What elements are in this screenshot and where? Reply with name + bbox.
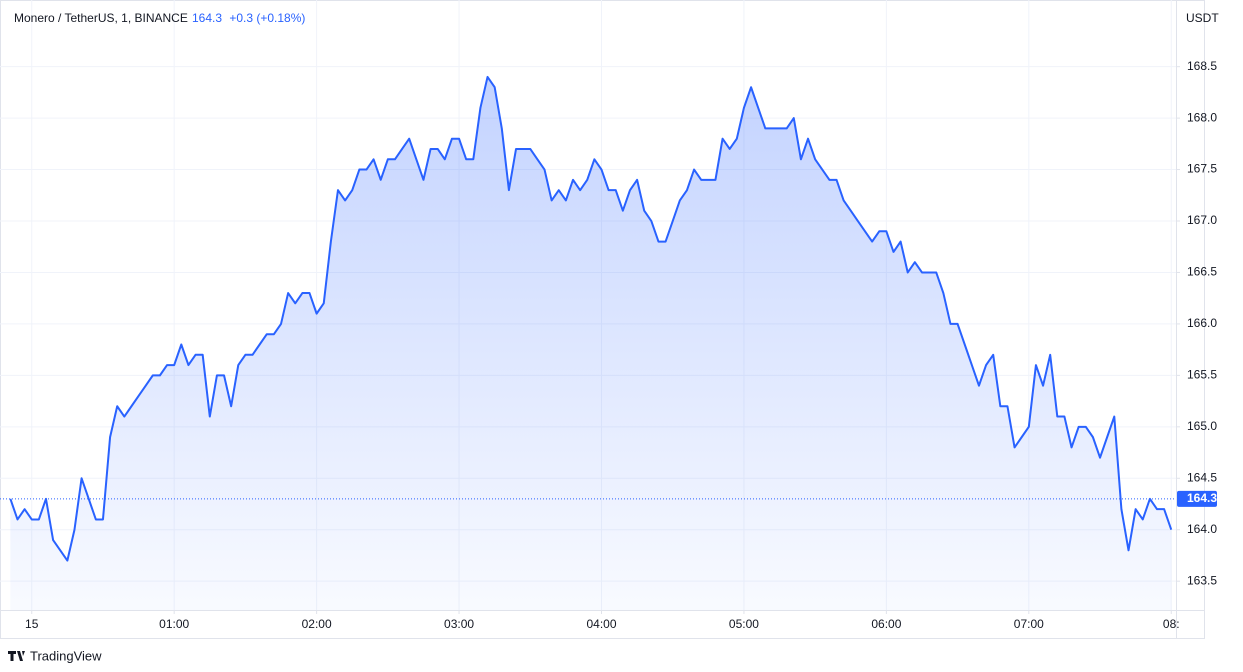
x-tick-label: 07:00	[1014, 617, 1044, 631]
header-change: +0.3 (+0.18%)	[229, 11, 305, 25]
y-tick-label: 165.5	[1187, 368, 1217, 382]
area-fill	[10, 76, 1172, 610]
chart-frame	[0, 0, 1205, 639]
y-tick-label: 163.5	[1187, 573, 1217, 587]
y-axis-unit: USDT	[1186, 11, 1219, 25]
y-tick-label: 167.0	[1187, 213, 1217, 227]
header-price: 164.3	[192, 11, 222, 25]
x-tick-label: 03:00	[444, 617, 474, 631]
x-tick-label: 05:00	[729, 617, 759, 631]
chart-title: Monero / TetherUS, 1, BINANCE	[14, 11, 188, 25]
y-tick-label: 164.5	[1187, 470, 1217, 484]
last-price-box	[1177, 490, 1217, 507]
y-tick-label: 164.0	[1187, 522, 1217, 536]
x-tick-label: 08:	[1163, 617, 1180, 631]
y-tick-label: 166.5	[1187, 265, 1217, 279]
y-tick-label: 167.5	[1187, 162, 1217, 176]
plot	[0, 75, 1176, 610]
price-line	[9, 75, 1173, 562]
x-tick-label: 02:00	[302, 617, 332, 631]
y-tick-label: 165.0	[1187, 419, 1217, 433]
x-tick-label: 06:00	[871, 617, 901, 631]
y-tick-label: 168.0	[1187, 110, 1217, 124]
last-price-label: 164.3	[1187, 491, 1217, 505]
axes: 163.5 164.0 164.5 165.0 165.5 166.0 166.5 167.0…	[25, 59, 1217, 631]
y-tick-label: 168.5	[1187, 59, 1217, 73]
brand-logo	[8, 651, 25, 661]
y-tick-label: 166.0	[1187, 316, 1217, 330]
brand-name: TradingView	[30, 648, 102, 663]
x-tick-label: 04:00	[586, 617, 616, 631]
x-tick-label: 15	[25, 617, 39, 631]
x-tick-label: 01:00	[159, 617, 189, 631]
